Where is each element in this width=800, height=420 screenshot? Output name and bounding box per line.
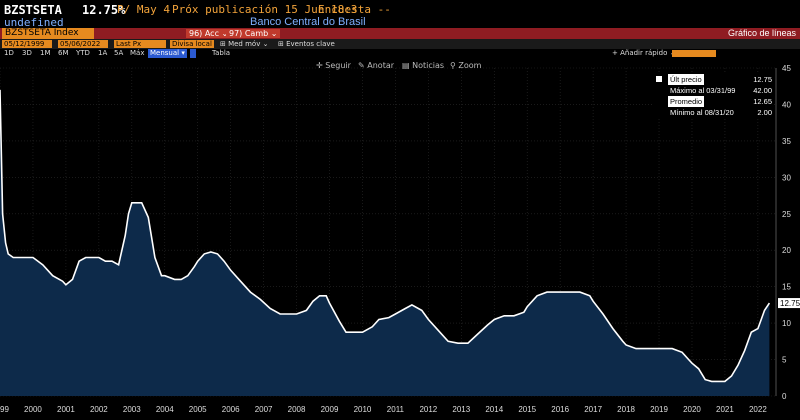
- range-1a-button[interactable]: 1A: [98, 49, 108, 57]
- x-tick-label: 2022: [749, 405, 767, 414]
- x-axis-ticks: 1999 2000 2001 2002 2003 2004 2005 2006 2007 2008…: [0, 405, 767, 414]
- x-tick-label: 2011: [387, 405, 405, 414]
- legend-item-max: Máximo al 03/31/99 42.00: [652, 85, 774, 96]
- undefined-label: undefined: [4, 16, 64, 29]
- add-quick-button[interactable]: + Añadir rápido ⌄: [612, 49, 676, 57]
- legend-label: Mínimo al 08/31/20: [668, 107, 736, 118]
- range-1m-button[interactable]: 1M: [40, 49, 51, 57]
- acc-button[interactable]: 96) Acc ⌄: [186, 29, 232, 38]
- x-tick-label: 2006: [222, 405, 240, 414]
- y-tick-label: 15: [782, 283, 791, 292]
- legend-value: 12.75: [753, 75, 772, 84]
- currency-select[interactable]: Divisa local: [170, 40, 214, 48]
- annotate-label: Anotar: [367, 61, 395, 70]
- header-bar: BZSTSETA 12.75% P/ May 4 Próx publicació…: [0, 0, 800, 29]
- y-tick-label: 30: [782, 173, 791, 182]
- annotate-tool[interactable]: ✎ Anotar: [358, 61, 395, 70]
- y-tick-label: 0: [782, 392, 787, 401]
- x-tick-label: 2017: [584, 405, 602, 414]
- x-tick-label: 2020: [683, 405, 701, 414]
- legend-label: Promedio: [668, 96, 705, 107]
- last-value-tag-text: 12.75: [780, 299, 800, 308]
- add-quick-field[interactable]: [672, 50, 716, 57]
- chart-type-label[interactable]: Gráfico de líneas: [727, 28, 796, 38]
- legend-value: 12.65: [753, 97, 772, 106]
- x-tick-label: 2019: [650, 405, 668, 414]
- chart-toolbar: ✛ Seguir ✎ Anotar ▤ Noticias ⚲ Zoom: [0, 60, 800, 72]
- moving-average-button[interactable]: ⊞ Med móv ⌄: [220, 40, 269, 48]
- y-tick-label: 45: [782, 64, 791, 73]
- range-5a-button[interactable]: 5A: [114, 49, 124, 57]
- x-tick-label: 2005: [189, 405, 207, 414]
- legend-label: Máximo al 03/31/99: [668, 85, 738, 96]
- legend-item-min: Mínimo al 08/31/20 2.00: [652, 107, 774, 118]
- x-tick-label: 2000: [24, 405, 42, 414]
- zoom-tool[interactable]: ⚲ Zoom: [450, 61, 482, 70]
- table-button[interactable]: Tabla: [212, 49, 231, 57]
- follow-label: Seguir: [325, 61, 351, 70]
- y-tick-label: 40: [782, 100, 791, 109]
- series-area: [0, 89, 770, 397]
- command-bar: BZSTSETA Index 96) Acc ⌄ 97) Camb ⌄ Gráf…: [0, 28, 800, 39]
- y-tick-label: 25: [782, 210, 791, 219]
- series-line: [0, 89, 771, 383]
- x-tick-label: 2021: [716, 405, 734, 414]
- x-tick-label: 2007: [255, 405, 273, 414]
- legend-value: 2.00: [757, 108, 772, 117]
- settings-bar: 05/12/1999 05/06/2022 Last Px Divisa loc…: [0, 39, 800, 49]
- x-tick-label: 2013: [452, 405, 470, 414]
- range-3d-button[interactable]: 3D: [22, 49, 32, 57]
- period-label: P/ May 4: [117, 3, 170, 16]
- y-axis-ticks: 0 5 10 15 20 25 30 35 40 45: [782, 64, 791, 401]
- legend-item-last: Últ precio 12.75: [652, 74, 774, 85]
- follow-tool[interactable]: ✛ Seguir: [316, 61, 351, 70]
- legend-swatch: [656, 76, 662, 82]
- x-tick-label: 2008: [288, 405, 306, 414]
- x-tick-label: 2014: [485, 405, 503, 414]
- index-field[interactable]: BZSTSETA Index: [2, 28, 94, 39]
- range-bar: 1D 3D 1M 6M YTD 1A 5A Máx Mensual ▾ Tabl…: [0, 49, 800, 58]
- next-publication: Próx publicación 15 Jun 18:3: [172, 3, 358, 16]
- range-max-button[interactable]: Máx: [130, 49, 145, 57]
- end-date-field[interactable]: 05/06/2022: [58, 40, 108, 48]
- rate-chart[interactable]: 0 5 10 15 20 25 30 35 40 45 1999 2000 2001 2002 2003 2…: [0, 58, 800, 420]
- last-value: 12.75%: [82, 3, 126, 17]
- key-events-button[interactable]: ⊞ Eventos clave: [278, 40, 335, 48]
- zoom-label: Zoom: [458, 61, 482, 70]
- legend-label: Últ precio: [668, 74, 704, 85]
- x-tick-label: 2003: [123, 405, 141, 414]
- x-tick-label: 2002: [90, 405, 108, 414]
- legend-item-avg: Promedio 12.65: [652, 96, 774, 107]
- news-label: Noticias: [412, 61, 445, 70]
- range-1d-button[interactable]: 1D: [4, 49, 14, 57]
- y-tick-label: 35: [782, 137, 791, 146]
- camb-button[interactable]: 97) Camb ⌄: [226, 29, 281, 38]
- survey-label: Encuesta --: [318, 3, 391, 16]
- chart-mode-icon[interactable]: [190, 49, 196, 58]
- x-tick-label: 2015: [518, 405, 536, 414]
- x-tick-label: 2009: [321, 405, 339, 414]
- range-6m-button[interactable]: 6M: [58, 49, 69, 57]
- x-tick-label: 2016: [551, 405, 569, 414]
- legend-value: 42.00: [753, 86, 772, 95]
- start-date-field[interactable]: 05/12/1999: [2, 40, 52, 48]
- x-tick-label: 2012: [419, 405, 437, 414]
- chart-legend: Últ precio 12.75 Máximo al 03/31/99 42.0…: [652, 73, 774, 119]
- y-tick-label: 20: [782, 246, 791, 255]
- x-tick-label: 1999: [0, 405, 9, 414]
- x-tick-label: 2001: [57, 405, 75, 414]
- x-tick-label: 2004: [156, 405, 174, 414]
- range-ytd-button[interactable]: YTD: [76, 49, 90, 57]
- frequency-select[interactable]: Mensual ▾: [148, 49, 187, 58]
- news-tool[interactable]: ▤ Noticias: [402, 61, 445, 70]
- y-tick-label: 10: [782, 319, 791, 328]
- source-label: Banco Central do Brasil: [250, 16, 366, 28]
- price-field-select[interactable]: Last Px: [114, 40, 166, 48]
- x-tick-label: 2018: [617, 405, 635, 414]
- ticker-symbol: BZSTSETA: [4, 3, 62, 17]
- y-tick-label: 5: [782, 356, 787, 365]
- x-tick-label: 2010: [354, 405, 372, 414]
- last-value-tag: 12.75: [778, 298, 800, 309]
